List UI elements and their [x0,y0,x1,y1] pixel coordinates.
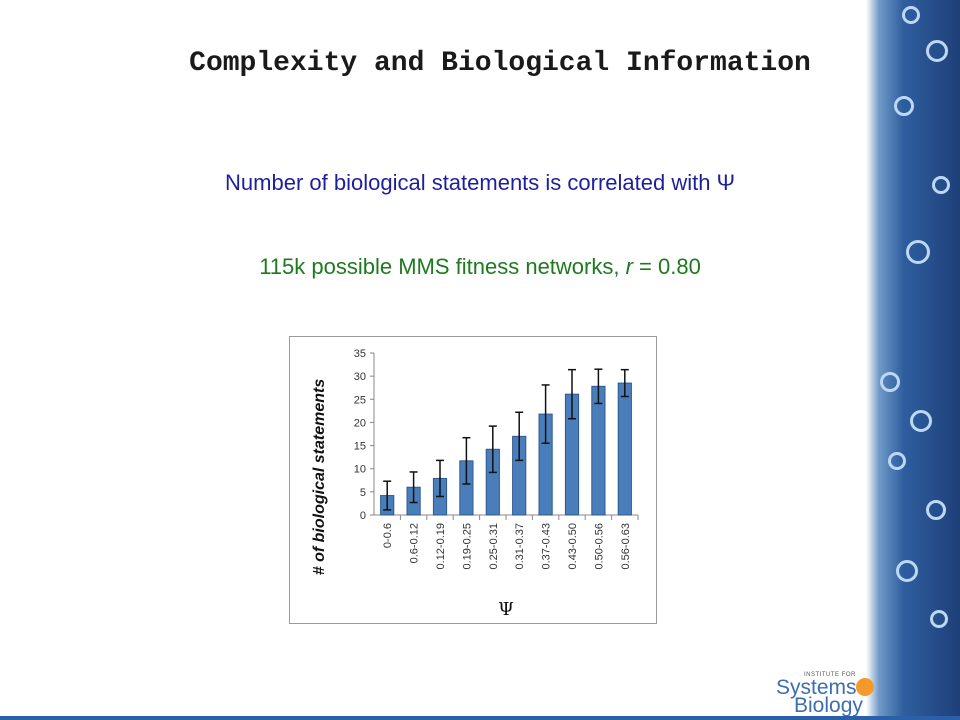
y-tick-label: 30 [354,371,366,383]
cell-blob [894,96,914,116]
y-tick-label: 20 [354,417,366,429]
x-tick-label: 0.31-0.37 [514,523,526,569]
cell-blob [926,500,946,520]
stat-line: 115k possible MMS fitness networks, r = … [0,254,960,280]
x-axis-title: Ψ [498,599,514,620]
x-tick-label: 0.19-0.25 [461,523,473,569]
institute-logo: INSTITUTE FOR Systems Biology [776,672,876,718]
cell-blob [888,452,906,470]
x-tick-label: 0.25-0.31 [488,523,500,569]
chart-frame: 0 5 10 15 20 25 30 35 0-0.6 0.6-0.12 0.12-0.19 0.19… [289,336,657,624]
logo-top-text: INSTITUTE FOR [804,672,856,678]
y-tick-label: 35 [354,348,366,360]
cell-blob [926,40,948,62]
bottom-rule [0,716,960,720]
y-tick-label: 0 [360,510,366,522]
cell-blob [896,560,918,582]
y-tick-label: 5 [360,487,366,499]
bar-chart: 0 5 10 15 20 25 30 35 0-0.6 0.6-0.12 0.12-0.19 0.19… [311,348,639,620]
cell-blob [906,240,930,264]
slide-subtitle: Number of biological statements is corre… [225,170,735,195]
bar [591,385,606,516]
y-tick-label: 15 [354,441,366,453]
stat-suffix: = 0.80 [632,254,701,279]
x-tick-label: 0.56-0.63 [620,523,632,569]
stat-r-symbol: r [625,254,633,279]
cell-blob [930,610,948,628]
microscopy-side-image [866,0,960,720]
cell-blob [910,410,932,432]
x-tick-label: 0.50-0.56 [593,523,605,569]
cell-blob [932,176,950,194]
y-tick-label: 25 [354,394,366,406]
x-tick-label: 0.12-0.19 [435,523,447,569]
x-tick-label: 0.6-0.12 [409,523,421,563]
x-tick-label: 0.37-0.43 [541,523,553,569]
y-axis-title: # of biological statements [311,379,328,576]
logo-mark-icon [856,678,874,696]
logo-line1: Systems [776,676,857,699]
x-tick-label: 0.43-0.50 [567,523,579,569]
stat-prefix: 115k possible MMS fitness networks, [259,254,626,279]
cell-blob [902,6,920,24]
logo-line2: Biology [794,694,863,717]
x-tick-label: 0-0.6 [382,523,394,548]
y-tick-label: 10 [354,464,366,476]
bar [617,382,632,516]
cell-blob [880,372,900,392]
slide-title: Complexity and Biological Information [189,48,811,79]
